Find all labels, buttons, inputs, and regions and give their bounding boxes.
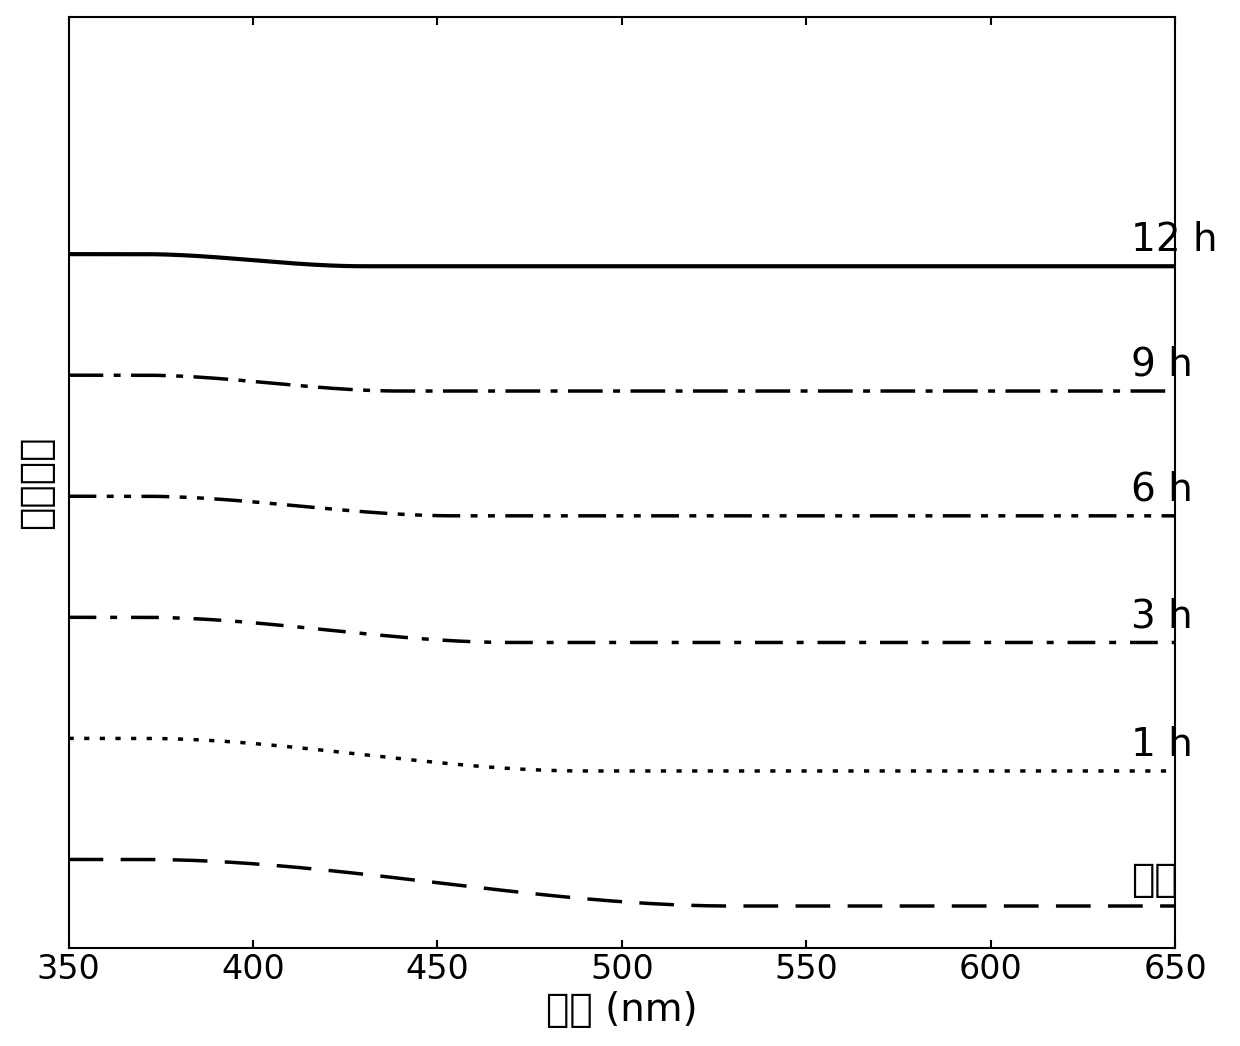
Text: 9 h: 9 h: [1131, 345, 1193, 384]
Text: 3 h: 3 h: [1131, 597, 1193, 635]
Y-axis label: 吸收强度: 吸收强度: [16, 435, 55, 529]
X-axis label: 波长 (nm): 波长 (nm): [546, 992, 698, 1029]
Text: 6 h: 6 h: [1131, 471, 1193, 508]
Text: 原始: 原始: [1131, 861, 1178, 899]
Text: 1 h: 1 h: [1131, 726, 1193, 764]
Text: 12 h: 12 h: [1131, 221, 1218, 258]
